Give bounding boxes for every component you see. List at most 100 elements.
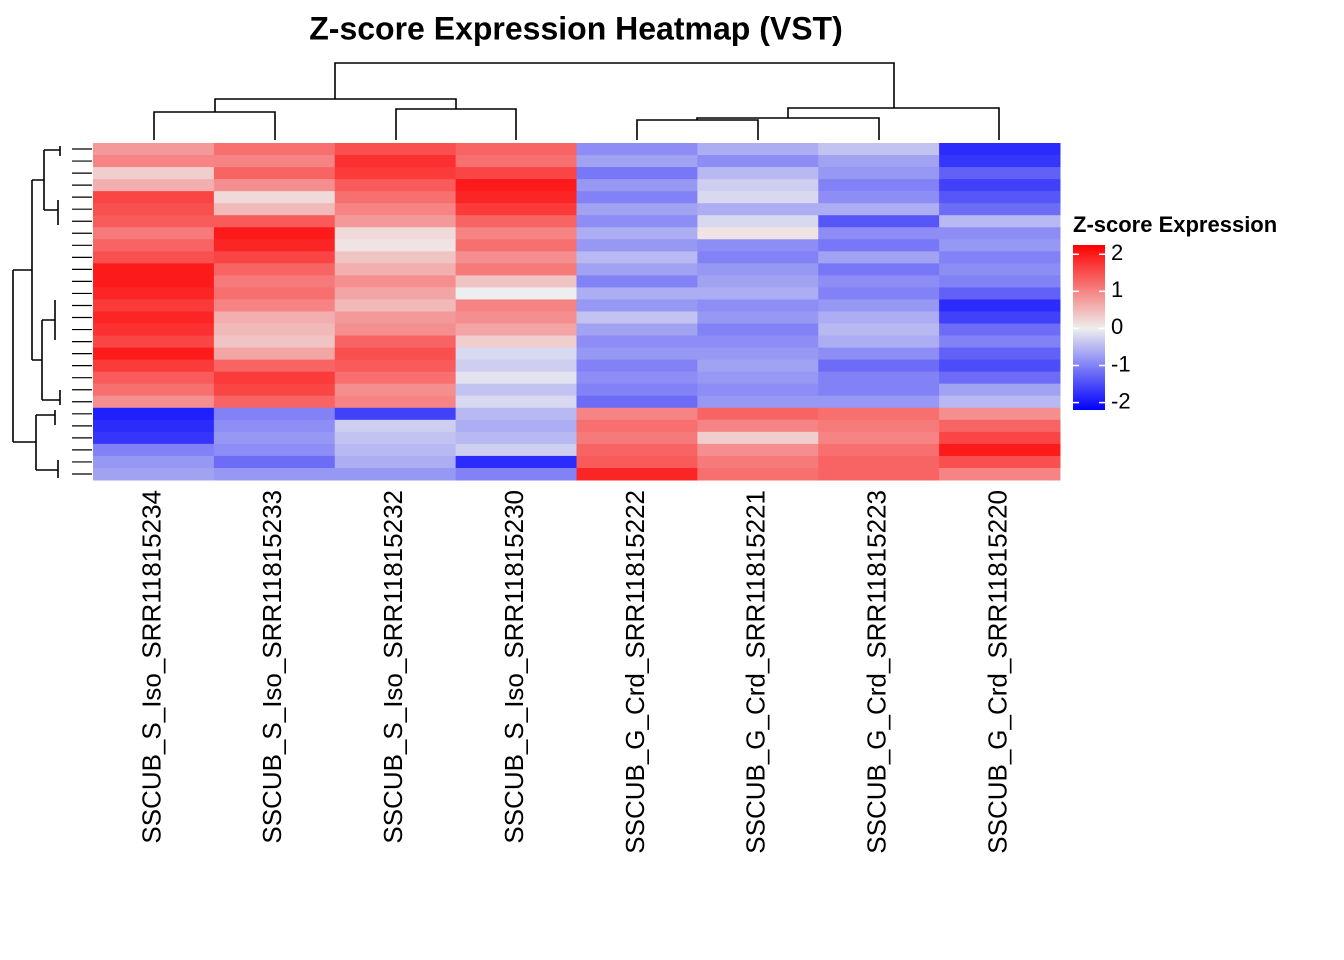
heatmap-cell (93, 203, 215, 216)
heatmap-cell (576, 443, 698, 457)
heatmap-cell (939, 383, 1061, 397)
heatmap-cell (939, 239, 1061, 252)
heatmap-cell (697, 251, 819, 264)
heatmap-cell (697, 335, 819, 349)
heatmap-cell (93, 455, 215, 469)
heatmap-cell (697, 383, 819, 397)
legend-tick-label: 1 (1111, 277, 1123, 302)
heatmap-cell (576, 335, 698, 349)
heatmap-cell (213, 419, 336, 433)
heatmap-cell (455, 203, 577, 216)
heatmap-cell (939, 155, 1061, 168)
heatmap-cell (576, 143, 698, 156)
heatmap-cell (818, 191, 940, 204)
heatmap-cell (697, 395, 819, 409)
heatmap-cell (455, 179, 577, 192)
heatmap-cell (818, 155, 940, 168)
heatmap-cell (576, 431, 698, 445)
heatmap-cell (334, 287, 457, 300)
heatmap-cell (93, 167, 215, 180)
heatmap-cell (334, 383, 457, 397)
heatmap-cell (939, 227, 1061, 240)
heatmap-cell (455, 467, 577, 481)
heatmap-cell (213, 167, 336, 180)
heatmap-cell (213, 335, 336, 349)
heatmap-cell (213, 191, 336, 204)
column-dendrogram (153, 62, 1000, 140)
heatmap-cell (334, 191, 457, 204)
heatmap-cell (818, 179, 940, 192)
heatmap-cell (697, 299, 819, 312)
heatmap-cell (818, 323, 940, 337)
column-label: SSCUB_G_Crd_SRR11815222 (620, 490, 650, 854)
legend-tick-label: 0 (1111, 314, 1123, 339)
heatmap-cell (697, 215, 819, 228)
heatmap-cell (213, 371, 336, 385)
heatmap-cell (213, 263, 336, 276)
heatmap-cell (93, 395, 215, 409)
heatmap-cell (93, 419, 215, 433)
column-label: SSCUB_G_Crd_SRR11815221 (741, 490, 771, 854)
column-label: SSCUB_S_Iso_SRR11815234 (136, 490, 166, 844)
heatmap-cell (576, 239, 698, 252)
heatmap-cell (334, 467, 457, 481)
heatmap-cell (697, 203, 819, 216)
heatmap-cell (334, 395, 457, 409)
heatmap-cell (455, 299, 577, 312)
heatmap-cell (818, 455, 940, 469)
heatmap-cell (939, 287, 1061, 300)
heatmap-cell (697, 371, 819, 385)
heatmap-cell (334, 347, 457, 361)
heatmap-cell (213, 347, 336, 361)
heatmap-cell (818, 227, 940, 240)
heatmap-cell (93, 155, 215, 168)
heatmap-cell (213, 203, 336, 216)
heatmap-cell (697, 287, 819, 300)
heatmap-cell (334, 455, 457, 469)
heatmap-cell (818, 251, 940, 264)
heatmap-cell (93, 275, 215, 288)
heatmap-cell (939, 263, 1061, 276)
heatmap-cell (576, 263, 698, 276)
heatmap-cell (939, 359, 1061, 373)
column-label: SSCUB_G_Crd_SRR11815220 (982, 490, 1012, 854)
heatmap-cell (576, 311, 698, 325)
heatmap-cell (697, 323, 819, 337)
heatmap-cell (939, 335, 1061, 349)
heatmap-cell (334, 227, 457, 240)
column-label: SSCUB_S_Iso_SRR11815233 (257, 490, 287, 844)
heatmap-cell (697, 407, 819, 421)
heatmap-cell (697, 167, 819, 180)
heatmap-cell (93, 335, 215, 349)
heatmap-cell (213, 455, 336, 469)
heatmap-cell (455, 251, 577, 264)
color-bar (1073, 245, 1105, 410)
heatmap-cell (939, 299, 1061, 312)
heatmap-cell (213, 383, 336, 397)
heatmap-cell (818, 263, 940, 276)
heatmap-cell (939, 143, 1061, 156)
heatmap-cell (334, 263, 457, 276)
heatmap-cell (93, 299, 215, 312)
heatmap-cell (818, 143, 940, 156)
heatmap-cell (455, 371, 577, 385)
column-label: SSCUB_S_Iso_SRR11815230 (499, 490, 529, 844)
heatmap-cell (93, 263, 215, 276)
heatmap-cell (939, 215, 1061, 228)
heatmap-cell (576, 455, 698, 469)
heatmap-cell (697, 347, 819, 361)
heatmap-cell (818, 419, 940, 433)
heatmap-cell (455, 383, 577, 397)
heatmap-cell (939, 455, 1061, 469)
heatmap-cell (939, 407, 1061, 421)
heatmap-cell (334, 407, 457, 421)
heatmap-cell (697, 419, 819, 433)
heatmap-cell (455, 263, 577, 276)
heatmap-cell (697, 311, 819, 325)
heatmap-cell (939, 347, 1061, 361)
heatmap-cell (93, 311, 215, 325)
heatmap-cell (576, 167, 698, 180)
heatmap-cell (213, 275, 336, 288)
heatmap-cell (455, 419, 577, 433)
heatmap-cell (93, 143, 215, 156)
